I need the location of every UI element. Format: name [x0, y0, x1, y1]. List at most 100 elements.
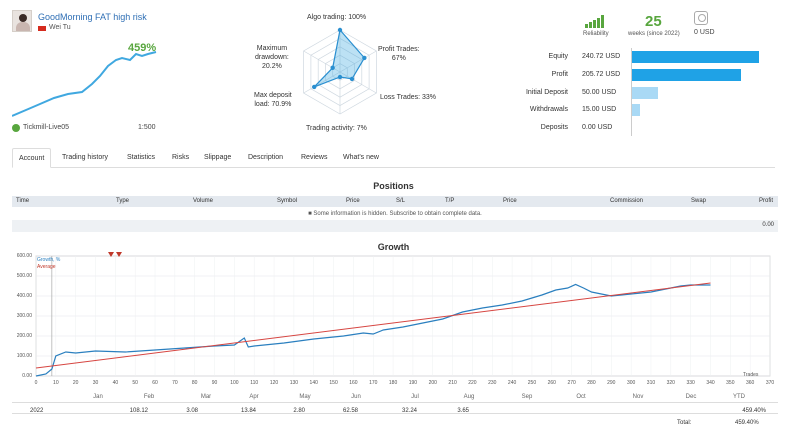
x-tick-label: 40	[112, 380, 119, 386]
stat-row-equity: Equity 240.72 USD	[500, 51, 780, 63]
x-tick-label: 120	[269, 380, 279, 386]
col-price-2[interactable]: Price	[503, 198, 517, 204]
x-tick-label: 290	[607, 380, 616, 386]
month-header: Jul	[411, 394, 419, 400]
col-price[interactable]: Price	[346, 198, 360, 204]
stat-bar	[632, 87, 658, 99]
month-header: Feb	[143, 394, 155, 400]
stat-label: Equity	[548, 53, 568, 60]
month-value: 2.80	[293, 408, 305, 414]
radar-point	[337, 74, 343, 80]
month-header: Sep	[521, 394, 533, 400]
tab-description[interactable]: Description	[248, 154, 284, 161]
radar-chart	[303, 27, 377, 115]
month-header: Jun	[351, 394, 361, 400]
stat-label: Deposits	[540, 124, 568, 131]
event-marker[interactable]	[116, 252, 122, 257]
stat-value: 240.72 USD	[582, 53, 621, 60]
stat-value: 15.00 USD	[582, 106, 617, 113]
positions-title: Positions	[373, 181, 414, 191]
radar-point	[349, 76, 355, 82]
col-type[interactable]: Type	[116, 198, 130, 204]
col-time[interactable]: Time	[16, 198, 30, 204]
x-tick-label: 140	[309, 380, 318, 386]
month-value: 3.65	[457, 408, 469, 414]
radar-point	[362, 55, 367, 61]
x-tick-label: 330	[686, 380, 695, 386]
tab-whats-new[interactable]: What's new	[343, 154, 379, 161]
col-volume[interactable]: Volume	[193, 198, 214, 204]
col-symbol[interactable]: Symbol	[277, 198, 298, 204]
stat-bar	[632, 104, 640, 116]
subscribers-icon	[694, 11, 708, 25]
total-label: Total:	[677, 420, 692, 426]
month-header: Apr	[249, 394, 259, 400]
radar-point	[337, 27, 343, 33]
col-commission[interactable]: Commission	[610, 198, 644, 204]
x-tick-label: 170	[369, 380, 378, 386]
radar-axis	[303, 71, 341, 94]
radar-point	[330, 65, 335, 70]
event-marker[interactable]	[108, 252, 114, 257]
leverage-value: 1:500	[138, 124, 156, 131]
x-tick-label: 230	[488, 380, 497, 386]
year-label: 2022	[30, 408, 44, 414]
reliability-label: Reliability	[583, 31, 609, 37]
tab-statistics[interactable]: Statistics	[127, 154, 156, 161]
x-tick-label: 270	[567, 380, 576, 386]
col-sl[interactable]: S/L	[396, 198, 406, 204]
month-header: Jan	[93, 394, 103, 400]
average-series-line	[35, 282, 711, 369]
y-tick-label: 600.00	[16, 253, 32, 259]
radar-axis	[339, 50, 377, 73]
radar-axis	[339, 71, 377, 94]
month-header: YTD	[733, 394, 745, 400]
col-swap[interactable]: Swap	[691, 198, 707, 204]
x-tick-label: 0	[34, 380, 38, 386]
signal-title[interactable]: GoodMorning FAT high risk	[38, 12, 147, 22]
month-value: 32.24	[401, 408, 417, 414]
month-value: 13.84	[240, 408, 256, 414]
x-tick-label: 250	[527, 380, 537, 386]
growth-title: Growth	[377, 242, 410, 252]
x-tick-label: 370	[765, 380, 775, 386]
tab-risks[interactable]: Risks	[172, 154, 190, 161]
x-tick-label: 50	[132, 380, 138, 386]
growth-series-line	[35, 283, 711, 377]
author-name[interactable]: Wei Tu	[49, 24, 71, 31]
radar-label-algo: Algo trading: 100%	[307, 14, 367, 21]
tab-slippage[interactable]: Slippage	[204, 154, 232, 161]
month-header: Mar	[200, 394, 212, 400]
stat-label: Profit	[551, 71, 568, 78]
month-header: May	[299, 394, 311, 400]
y-tick-label: 100.00	[16, 353, 32, 359]
month-value: 3.08	[186, 408, 198, 414]
stat-value: 0.00 USD	[582, 124, 613, 131]
x-tick-label: 360	[745, 380, 755, 386]
col-tp[interactable]: T/P	[445, 198, 455, 204]
stat-row-initial-deposit: Initial Deposit 50.00 USD	[500, 87, 780, 99]
month-header: Nov	[632, 394, 644, 400]
x-tick-label: 10	[53, 380, 59, 386]
stat-bar	[632, 69, 741, 81]
weeks-label: weeks (since 2022)	[628, 31, 680, 37]
x-tick-label: 160	[349, 380, 358, 386]
tab-trading-history[interactable]: Trading history	[62, 154, 109, 161]
broker-name[interactable]: Tickmill-Live05	[23, 124, 70, 131]
tab-account[interactable]: Account	[12, 148, 52, 168]
x-tick-label: 350	[726, 380, 735, 386]
x-axis-label: Trades	[743, 372, 759, 378]
tab-reviews[interactable]: Reviews	[301, 154, 328, 161]
total-value: 459.40%	[735, 420, 759, 426]
stat-label: Withdrawals	[529, 106, 568, 113]
x-tick-label: 100	[230, 380, 239, 386]
y-tick-label: 300.00	[16, 313, 32, 319]
x-tick-label: 220	[468, 380, 477, 386]
col-profit[interactable]: Profit	[759, 198, 774, 204]
stat-row-deposits: Deposits 0.00 USD	[500, 122, 780, 134]
month-value: 459.40%	[742, 408, 766, 414]
reliability-icon	[585, 15, 604, 28]
x-tick-label: 260	[547, 380, 556, 386]
radar-label-profit-trades: Profit Trades: 67%	[378, 46, 420, 62]
avatar[interactable]	[12, 10, 32, 32]
